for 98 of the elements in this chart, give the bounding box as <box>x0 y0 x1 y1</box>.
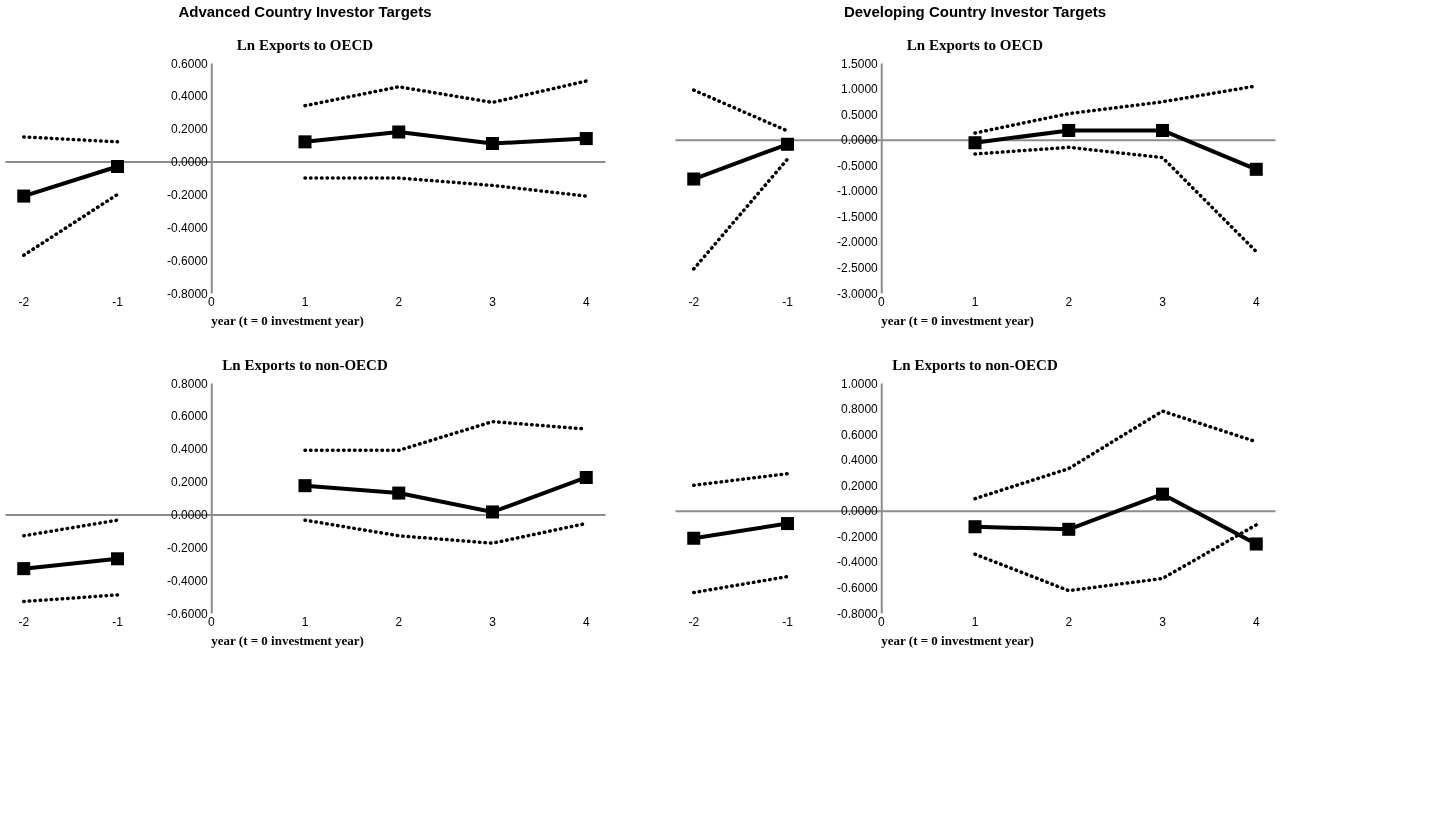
x-tick-label: 3 <box>489 295 497 309</box>
x-tick-label: 3 <box>489 615 497 629</box>
y-tick-label: 1.0000 <box>841 376 879 391</box>
x-tick-label: 4 <box>1252 295 1260 309</box>
point <box>1062 522 1076 536</box>
x-tick-label: 4 <box>582 295 590 309</box>
y-tick-label: -0.2000 <box>167 187 209 202</box>
x-tick-label: 0 <box>207 615 215 629</box>
point <box>579 132 593 146</box>
point <box>1155 123 1170 137</box>
point <box>687 531 701 545</box>
x-tick-label: 4 <box>582 615 590 629</box>
point <box>17 189 31 203</box>
point <box>968 520 982 534</box>
point <box>780 137 795 151</box>
y-tick-label: -0.6000 <box>167 253 209 268</box>
chart-title: Advanced Country Investor Targets <box>178 3 432 20</box>
point <box>17 562 31 576</box>
y-tick-label: -0.6000 <box>167 606 209 621</box>
point <box>110 552 125 566</box>
x-tick-label: 0 <box>207 295 215 309</box>
x-tick-label: 3 <box>1159 295 1167 309</box>
y-tick-label: 0.6000 <box>171 56 209 71</box>
y-tick-label: -0.5000 <box>837 158 879 173</box>
point <box>392 486 406 500</box>
chart-title: Ln Exports to non-OECD <box>222 357 388 373</box>
y-tick-label: 1.0000 <box>841 82 879 97</box>
x-tick-label: 1 <box>301 295 309 309</box>
y-tick-label: 0.0000 <box>841 504 879 519</box>
x-tick-label: 2 <box>1065 295 1073 309</box>
y-tick-label: 0.4000 <box>171 89 209 104</box>
y-tick-label: -0.8000 <box>167 286 209 301</box>
y-tick-label: -3.0000 <box>837 286 879 301</box>
point <box>485 505 500 519</box>
point <box>298 135 312 149</box>
chart-subtitle: Ln Exports to OECD <box>236 37 374 53</box>
y-tick-label: -0.2000 <box>167 540 209 555</box>
y-tick-label: -1.0000 <box>837 184 879 199</box>
y-tick-label: -0.6000 <box>837 580 879 595</box>
point <box>687 172 701 186</box>
chart-subtitle: Ln Exports to OECD <box>906 37 1044 53</box>
x-tick-label: 1 <box>971 295 979 309</box>
x-tick-label: -1 <box>112 615 124 629</box>
y-tick-label: -0.4000 <box>167 220 209 235</box>
y-tick-label: -0.8000 <box>837 606 879 621</box>
x-tick-label: 2 <box>395 615 403 629</box>
point <box>968 136 982 150</box>
chart-title: Developing Country Investor Targets <box>843 3 1107 20</box>
y-tick-label: 0.0000 <box>171 155 209 170</box>
chart-title: Ln Exports to non-OECD <box>892 357 1058 373</box>
y-tick-label: 0.6000 <box>841 427 879 442</box>
y-tick-label: 0.4000 <box>171 442 209 457</box>
x-tick-label: -1 <box>112 295 124 309</box>
y-tick-label: 0.6000 <box>171 409 209 424</box>
y-tick-label: 0.0000 <box>841 133 879 148</box>
x-tick-label: -2 <box>688 295 700 309</box>
x-tick-label: 0 <box>877 615 885 629</box>
x-axis-title: year (t = 0 investment year) <box>881 313 1034 328</box>
point <box>298 479 312 493</box>
point <box>579 470 593 484</box>
point <box>1249 162 1263 176</box>
x-tick-label: 3 <box>1159 615 1167 629</box>
y-tick-label: 0.2000 <box>171 122 209 137</box>
y-tick-label: 0.8000 <box>171 376 209 391</box>
y-tick-label: -2.5000 <box>837 260 879 275</box>
point <box>780 517 795 531</box>
y-tick-label: 0.2000 <box>841 478 879 493</box>
x-tick-label: 2 <box>395 295 403 309</box>
x-tick-label: 1 <box>301 615 309 629</box>
x-tick-label: 0 <box>877 295 885 309</box>
x-tick-label: -1 <box>782 295 794 309</box>
point <box>1155 487 1170 501</box>
point <box>485 136 500 151</box>
point <box>1062 123 1076 137</box>
x-tick-label: -2 <box>18 615 30 629</box>
x-tick-label: 2 <box>1065 615 1073 629</box>
point <box>110 159 125 174</box>
x-axis-title: year (t = 0 investment year) <box>211 633 364 648</box>
point <box>392 125 406 139</box>
x-tick-label: -2 <box>688 615 700 629</box>
y-tick-label: -0.2000 <box>837 529 879 544</box>
y-tick-label: 0.5000 <box>841 107 879 122</box>
y-tick-label: 1.5000 <box>841 56 879 71</box>
y-tick-label: 0.2000 <box>171 475 209 490</box>
y-tick-label: -1.5000 <box>837 209 879 224</box>
y-tick-label: 0.0000 <box>171 507 209 522</box>
y-tick-label: -0.4000 <box>167 573 209 588</box>
x-tick-label: -1 <box>782 615 794 629</box>
y-tick-label: 0.8000 <box>841 402 879 417</box>
point <box>1249 537 1263 551</box>
x-axis-title: year (t = 0 investment year) <box>211 313 364 328</box>
y-tick-label: -2.0000 <box>837 235 879 250</box>
x-tick-label: 4 <box>1252 615 1260 629</box>
y-tick-label: -0.4000 <box>837 555 879 570</box>
y-tick-label: 0.4000 <box>841 453 879 468</box>
x-axis-title: year (t = 0 investment year) <box>881 633 1034 648</box>
x-tick-label: -2 <box>18 295 30 309</box>
x-tick-label: 1 <box>971 615 979 629</box>
